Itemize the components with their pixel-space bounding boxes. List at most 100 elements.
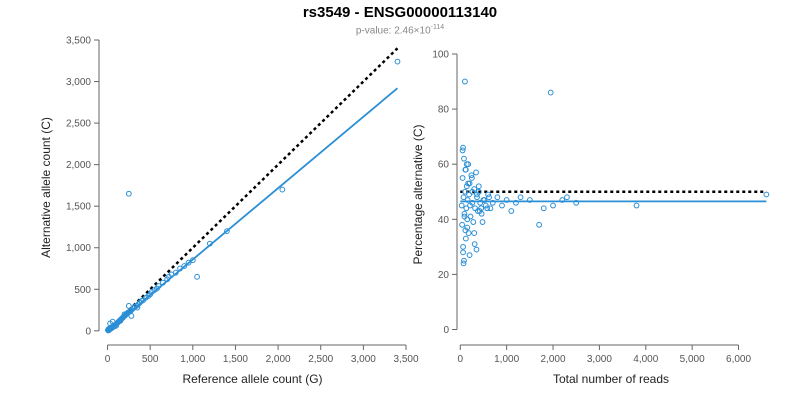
- chart1-data-point: [471, 230, 478, 236]
- chart1-data-point: [472, 205, 479, 212]
- chart0-x-tick-label: 500: [142, 354, 159, 365]
- chart1-x-tick-label: 3,000: [587, 354, 612, 365]
- chart1-data-point: [513, 199, 519, 206]
- chart1-x-tick-label: 6,000: [726, 354, 751, 365]
- chart0-data-point: [109, 318, 116, 325]
- chart1-data-point: [461, 210, 468, 217]
- chart1-data-point: [467, 202, 473, 209]
- chart1-data-point: [470, 219, 477, 225]
- chart1-data-point: [460, 144, 466, 151]
- chart1-data-point: [460, 260, 467, 267]
- chart1-data-point: [462, 78, 468, 85]
- chart1-data-point: [465, 180, 472, 187]
- chart1-data-point: [459, 221, 466, 228]
- chart1-data-point: [462, 235, 469, 242]
- chart1-y-axis-title: Percentage alternative (C): [411, 124, 425, 264]
- chart1-data-point: [464, 216, 471, 223]
- chart0-y-tick-label: 1,000: [66, 243, 91, 254]
- chart1-data-point: [460, 194, 467, 201]
- chart1-data-point: [461, 213, 468, 220]
- chart1-data-point: [468, 175, 475, 181]
- chart1-data-point: [489, 199, 496, 206]
- chart1-data-point: [486, 194, 492, 201]
- chart0-x-tick-label: 2,500: [308, 354, 333, 365]
- chart1-data-point: [463, 205, 470, 212]
- chart1-data-point: [468, 172, 475, 179]
- chart1-data-point: [471, 241, 478, 247]
- chart0-data-point: [224, 228, 230, 235]
- chart0-data-point: [117, 317, 124, 324]
- chart1-data-point: [573, 199, 580, 206]
- chart1-y-tick-label: 0: [443, 325, 449, 336]
- chart1-data-point: [633, 202, 640, 209]
- chart1-data-point: [484, 205, 491, 212]
- chart1-data-point: [473, 246, 480, 253]
- chart0-data-point: [145, 293, 152, 299]
- chart1-data-point: [467, 213, 474, 220]
- chart0-data-point: [125, 303, 132, 309]
- chart1-y-tick-label: 40: [438, 215, 450, 226]
- chart0-data-point: [189, 257, 196, 264]
- chart0-y-tick-label: 0: [85, 326, 91, 337]
- chart0-y-tick-label: 2,500: [66, 119, 91, 130]
- chart1-x-axis-title: Total number of reads: [553, 372, 669, 386]
- chart1-data-point: [485, 191, 492, 198]
- chart1-y-tick-label: 100: [432, 50, 449, 61]
- chart1-data-point: [466, 252, 473, 259]
- chart1-data-point: [481, 197, 488, 203]
- chart1-data-point: [461, 155, 467, 162]
- chart1-data-point: [559, 197, 566, 203]
- chart0-x-tick-label: 1,000: [180, 354, 205, 365]
- chart1-x-tick-label: 5,000: [680, 354, 705, 365]
- chart0-x-tick-label: 3,500: [393, 354, 418, 365]
- chart1-data-point: [474, 191, 480, 198]
- chart1-y-tick-label: 80: [438, 105, 450, 116]
- chart1-data-point: [550, 202, 556, 209]
- chart1-data-point: [499, 202, 505, 209]
- chart1-data-point: [464, 224, 471, 231]
- subtitle-exponent: -114: [430, 24, 445, 31]
- chart1-data-point: [474, 194, 480, 201]
- chart1-data-point: [461, 257, 467, 264]
- chart-subtitle: p-value: 2.46×10-114: [0, 24, 800, 36]
- chart1-data-point: [479, 219, 486, 225]
- chart0-x-axis-title: Reference allele count (G): [182, 372, 322, 386]
- chart0-y-tick-label: 500: [74, 285, 91, 296]
- chart1-data-point: [564, 194, 570, 201]
- chart1-data-point: [473, 169, 479, 176]
- chart1-data-point: [763, 191, 770, 198]
- chart1-data-point: [459, 175, 466, 181]
- chart0-y-tick-label: 2,000: [66, 160, 91, 171]
- chart1-x-tick-label: 2,000: [541, 354, 566, 365]
- chart1-data-point: [508, 208, 515, 214]
- chart0-data-point: [279, 186, 286, 193]
- chart1-data-point: [487, 205, 494, 212]
- chart1-y-tick-label: 20: [438, 270, 450, 281]
- chart0-data-point: [194, 273, 200, 280]
- chart0-y-tick-label: 3,500: [66, 36, 91, 47]
- chart0-fit-line: [106, 87, 399, 332]
- chart1-x-tick-label: 0: [457, 354, 463, 365]
- chart1-x-tick-label: 1,000: [494, 354, 519, 365]
- chart0-x-tick-label: 3,000: [351, 354, 376, 365]
- chart1-data-point: [476, 208, 483, 214]
- chart0-reference-line: [106, 47, 399, 332]
- chart0-x-tick-label: 2,000: [266, 354, 291, 365]
- chart0-x-tick-label: 0: [105, 354, 111, 365]
- chart0-data-point: [181, 263, 188, 269]
- chart0-data-point: [128, 307, 135, 313]
- chart1-data-point: [517, 194, 524, 201]
- chart0-x-tick-label: 1,500: [223, 354, 248, 365]
- chart1-data-point: [464, 197, 471, 203]
- chart0-data-point: [125, 190, 132, 197]
- chart1-data-point: [460, 249, 466, 256]
- chart1-data-point: [536, 221, 543, 228]
- chart1-data-point: [494, 194, 501, 201]
- chart1-data-point: [482, 202, 489, 209]
- chart0-data-point: [394, 58, 401, 65]
- chart1-data-point: [503, 197, 510, 203]
- chart1-data-point: [459, 147, 466, 154]
